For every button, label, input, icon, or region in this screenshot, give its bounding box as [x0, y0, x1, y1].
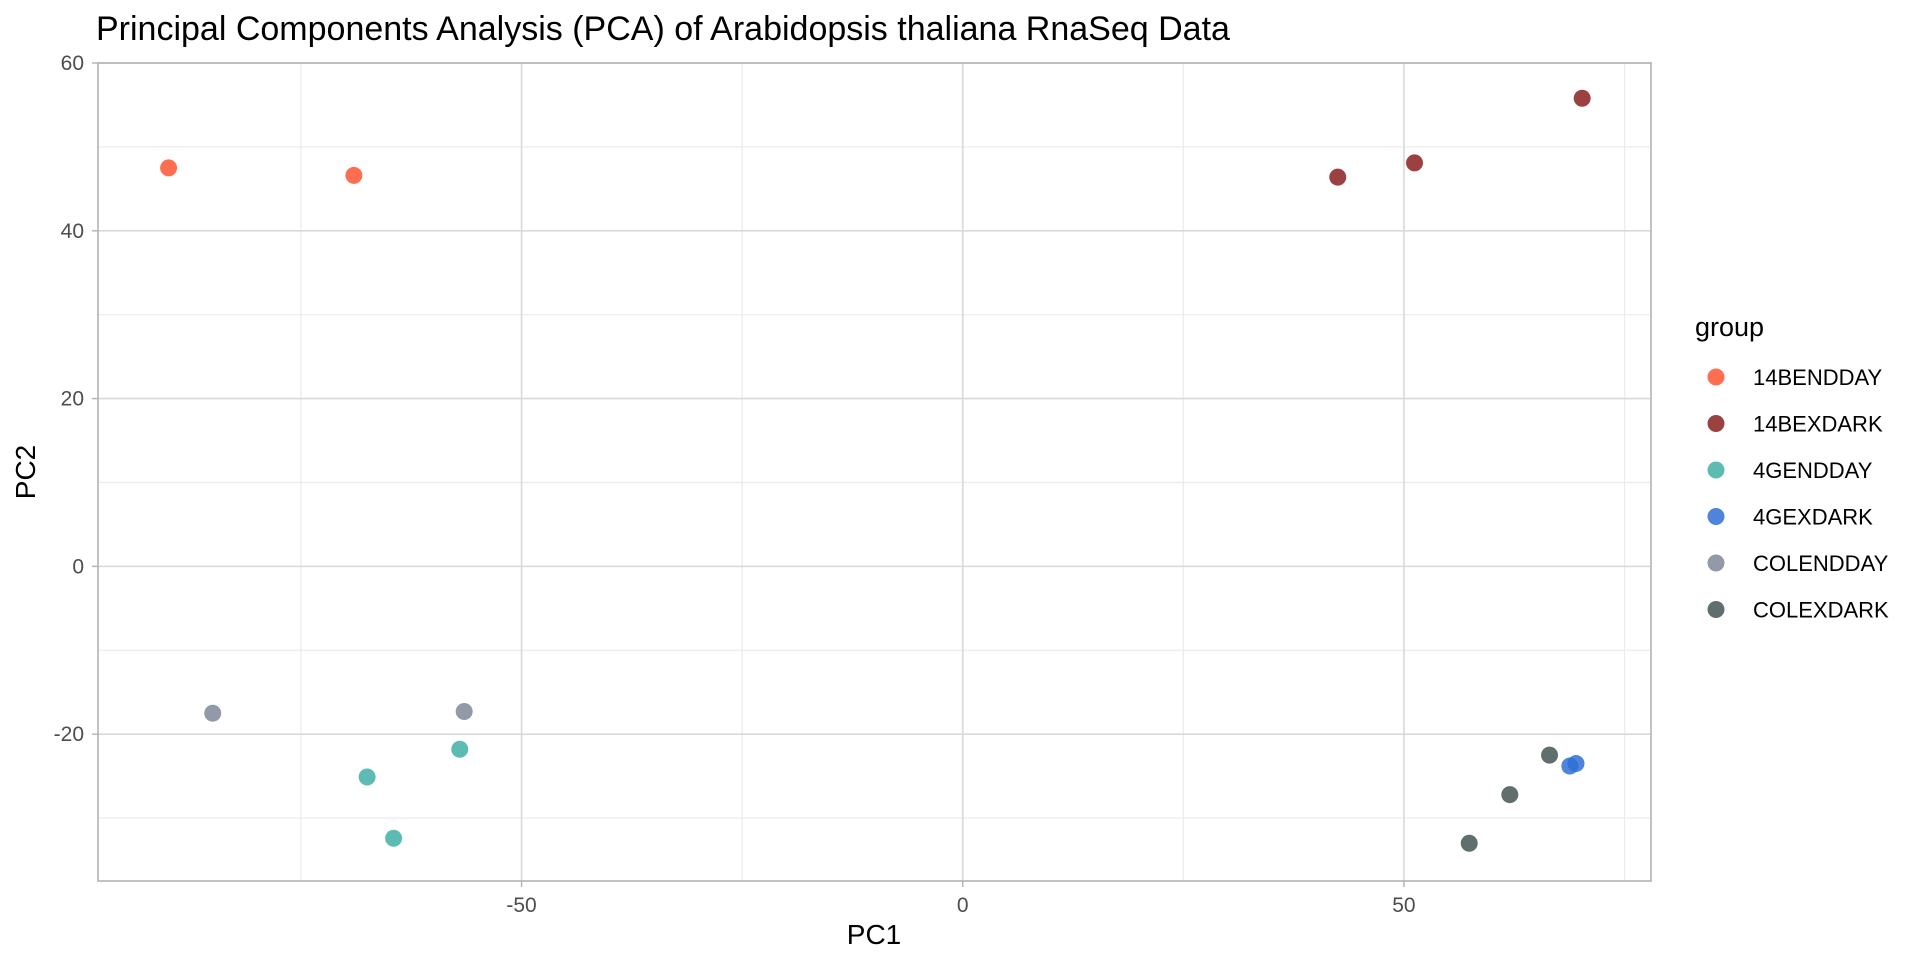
- legend-label-4gendday: 4GENDDAY: [1753, 458, 1873, 483]
- x-axis-title: PC1: [847, 919, 901, 950]
- point-4gendday-2: [451, 740, 469, 758]
- point-4gendday-0: [358, 768, 376, 786]
- point-4gexdark-1: [1567, 755, 1585, 773]
- data-points: [160, 89, 1591, 852]
- legend-title: group: [1695, 312, 1764, 342]
- point-14bexdark-1: [1406, 154, 1424, 172]
- legend-label-colexdark: COLEXDARK: [1753, 598, 1889, 623]
- legend-key-colendday: [1707, 554, 1725, 572]
- legend-key-4gexdark: [1707, 508, 1725, 525]
- point-14bendday-1: [345, 166, 363, 184]
- legend-key-14bendday: [1707, 368, 1725, 386]
- legend-label-14bexdark: 14BEXDARK: [1753, 412, 1883, 437]
- point-14bendday-0: [160, 159, 178, 177]
- plot-panel-border: [97, 62, 1652, 882]
- legend-label-4gexdark: 4GEXDARK: [1753, 505, 1873, 530]
- point-colexdark-1: [1501, 786, 1519, 804]
- x-tick-label-1: 0: [957, 894, 969, 917]
- legend-key-4gendday: [1707, 461, 1725, 479]
- y-tick-label-0: -20: [54, 723, 84, 746]
- point-colexdark-2: [1541, 746, 1559, 764]
- y-tick-label-4: 60: [61, 52, 84, 75]
- x-tick-label-2: 50: [1392, 894, 1415, 917]
- legend-label-colendday: COLENDDAY: [1753, 551, 1889, 576]
- point-14bexdark-0: [1329, 168, 1347, 186]
- point-14bexdark-2: [1573, 89, 1591, 107]
- y-tick-label-2: 20: [61, 388, 84, 411]
- chart-title: Principal Components Analysis (PCA) of A…: [96, 10, 1230, 48]
- legend: group 14BENDDAY 14BEXDARK 4GENDDAY 4GEXDARK…: [1695, 312, 1889, 623]
- legend-key-14bexdark: [1707, 415, 1725, 432]
- y-axis-ticks: -20 0 20 40 60: [54, 52, 98, 746]
- legend-key-colexdark: [1707, 601, 1725, 618]
- point-colexdark-0: [1460, 834, 1478, 852]
- x-tick-label-0: -50: [506, 894, 536, 917]
- legend-label-14bendday: 14BENDDAY: [1753, 365, 1883, 390]
- y-tick-label-1: 0: [72, 555, 84, 578]
- y-axis-title: PC2: [10, 445, 41, 499]
- point-colendday-0: [204, 704, 222, 722]
- point-colendday-1: [455, 703, 473, 721]
- y-tick-label-3: 40: [61, 220, 84, 243]
- minor-gridlines: [98, 63, 1651, 881]
- point-4gendday-1: [385, 829, 403, 847]
- x-axis-ticks: -50 0 50: [506, 881, 1416, 917]
- plot-panel-background: [98, 63, 1651, 881]
